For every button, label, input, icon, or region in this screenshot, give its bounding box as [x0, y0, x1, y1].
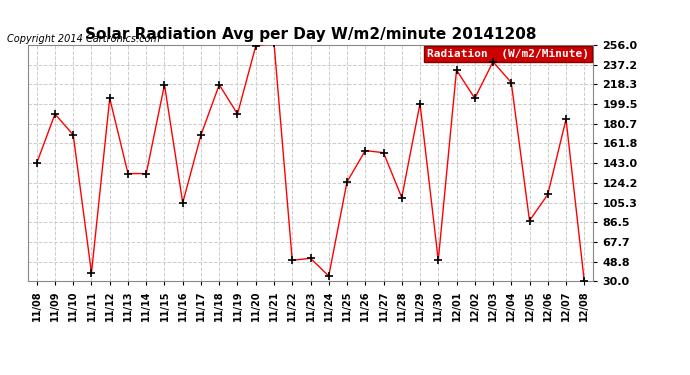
- Text: Copyright 2014 Cartronics.com: Copyright 2014 Cartronics.com: [7, 34, 160, 44]
- Text: Radiation  (W/m2/Minute): Radiation (W/m2/Minute): [427, 49, 589, 59]
- Title: Solar Radiation Avg per Day W/m2/minute 20141208: Solar Radiation Avg per Day W/m2/minute …: [85, 27, 536, 42]
